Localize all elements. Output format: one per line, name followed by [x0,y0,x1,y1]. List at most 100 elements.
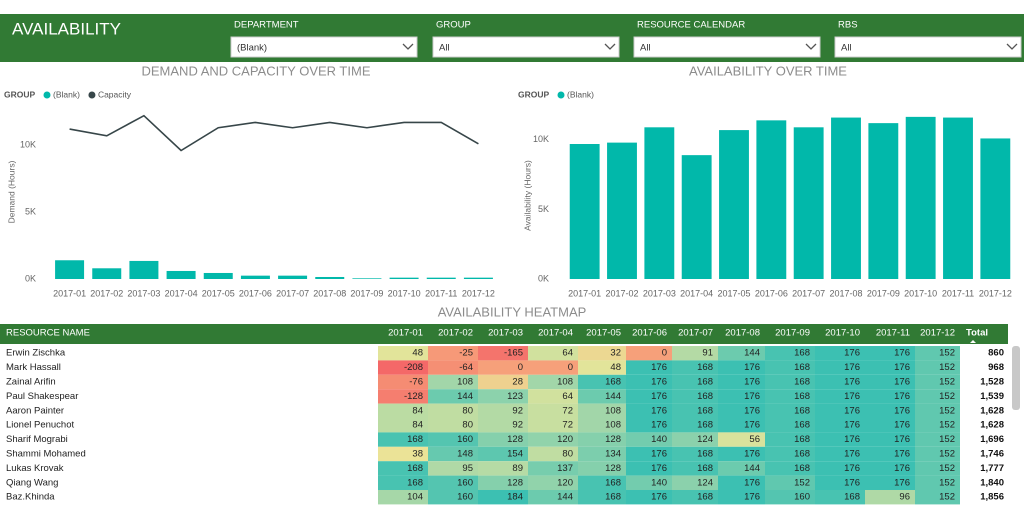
heatmap-cell [815,432,865,447]
filter-value[interactable]: (Blank) [237,43,267,54]
cell-value: 176 [744,449,760,460]
heatmap-cell [578,403,626,418]
heatmap-cell [672,346,718,361]
dropdown-chevron[interactable] [402,43,414,50]
cell-value: 152 [939,434,955,445]
heatmap-cell [672,374,718,390]
cell-value: 168 [407,477,423,488]
filter-dropdown[interactable] [432,36,620,58]
cell-value: 176 [894,377,910,388]
heatmap-title: AVAILABILITY HEATMAP [438,304,587,319]
heatmap-cell [865,389,915,404]
column-header[interactable]: 2017-01 [388,328,423,339]
dropdown-chevron[interactable] [1006,43,1018,50]
cell-value: -25 [459,348,473,359]
x-tick-label: 2017-01 [568,288,601,298]
heatmap-cell [915,374,960,390]
cell-value: 176 [651,405,667,416]
cell-value: 48 [412,348,423,359]
x-tick-label: 2017-05 [717,288,750,298]
cell-value: 128 [605,463,621,474]
cell-value: 168 [794,348,810,359]
cell-value: 168 [794,420,810,431]
cell-value: 84 [412,420,423,431]
row-total: 968 [988,362,1004,373]
filter-value[interactable]: All [439,43,450,54]
heatmap-cell [378,389,428,404]
column-header[interactable]: 2017-08 [725,328,760,339]
heatmap-cell [718,360,765,375]
cell-value: 176 [894,362,910,373]
row-total: 1,856 [980,492,1004,503]
heatmap-cell [915,475,960,490]
column-header[interactable]: 2017-10 [825,328,860,339]
heatmap-cell [915,446,960,462]
heatmap-cell [626,403,672,418]
column-header[interactable]: Total [966,328,988,339]
legend-marker [43,91,51,99]
column-header[interactable]: 2017-06 [632,328,667,339]
filter-label: RBS [838,20,858,31]
heatmap-cell [478,389,528,404]
chart-title: AVAILABILITY OVER TIME [689,63,847,78]
y-tick-label: 5K [538,204,549,214]
heatmap-cell [915,461,960,476]
column-header[interactable]: RESOURCE NAME [6,328,90,339]
column-header[interactable]: 2017-03 [488,328,523,339]
cell-value: 176 [744,492,760,503]
cell-value: 124 [697,477,713,488]
cell-value: 108 [457,377,473,388]
legend-marker [557,91,565,99]
bar [793,127,824,279]
legend-label: Capacity [98,89,132,99]
cell-value: 148 [457,449,473,460]
cell-value: -165 [504,348,523,359]
row-total: 1,539 [980,391,1004,402]
y-tick-label: 10K [20,140,36,150]
bar [129,260,159,279]
heatmap-cell [428,475,478,490]
cell-value: 168 [407,463,423,474]
heatmap-cell [528,389,578,404]
cell-value: 152 [939,377,955,388]
filter-dropdown[interactable] [633,36,821,58]
heatmap-cell [578,461,626,476]
resource-name: Erwin Zischka [6,348,66,359]
column-header[interactable]: 2017-07 [678,328,713,339]
heatmap-cell [428,403,478,418]
heatmap-cell [915,418,960,433]
x-tick-label: 2017-07 [792,288,825,298]
cell-value: 152 [939,449,955,460]
x-tick-label: 2017-08 [313,288,346,298]
legend-label: (Blank) [53,89,80,99]
heatmap-cell [672,432,718,447]
cell-value: 176 [651,377,667,388]
heatmap-cell [718,346,765,361]
dropdown-chevron[interactable] [604,43,616,50]
filter-value[interactable]: All [841,43,852,54]
heatmap-cell [378,360,428,375]
column-header[interactable]: 2017-02 [438,328,473,339]
filter-value[interactable]: All [640,43,651,54]
row-total: 1,628 [980,405,1004,416]
heatmap-cell [765,461,815,476]
column-header[interactable]: 2017-04 [538,328,573,339]
x-tick-label: 2017-01 [53,288,86,298]
dropdown-chevron[interactable] [805,43,817,50]
scrollbar[interactable] [1012,346,1020,410]
column-header[interactable]: 2017-09 [775,328,810,339]
cell-value: 176 [894,391,910,402]
heatmap-cell [672,403,718,418]
filter-dropdown[interactable] [230,36,418,58]
cell-value: 176 [894,477,910,488]
column-header[interactable]: 2017-12 [920,328,955,339]
cell-value: 168 [605,377,621,388]
filter-dropdown[interactable] [834,36,1022,58]
column-header[interactable]: 2017-11 [876,328,910,339]
heatmap-cell [915,403,960,418]
column-header[interactable]: 2017-05 [586,328,621,339]
heatmap-cell [672,360,718,375]
heatmap-cell [378,418,428,433]
x-tick-label: 2017-05 [202,288,235,298]
bar [681,155,712,279]
